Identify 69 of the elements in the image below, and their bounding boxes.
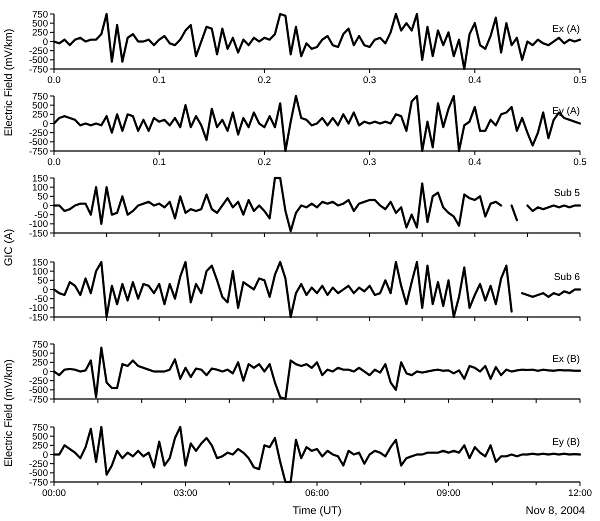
y-tick-label: -750: [28, 64, 48, 76]
x-tick-label: 00:00: [42, 488, 66, 499]
y-tick-label: 100: [32, 266, 48, 278]
x-tick-label: 0.0: [47, 157, 61, 168]
y-tick-label: -250: [28, 46, 48, 57]
x-tick-label: 0.0: [47, 75, 61, 86]
x-tick-label: 0.3: [362, 157, 376, 168]
y-tick-label: 0: [42, 118, 48, 130]
y-tick-label: -500: [28, 468, 48, 480]
y-tick-label: -50: [34, 210, 48, 221]
y-tick-label: -250: [28, 376, 48, 387]
y-tick-label: 150: [32, 173, 48, 184]
y-tick-label: -500: [28, 55, 48, 66]
y-tick-label: -100: [28, 219, 48, 230]
y-axis-title: GIC (A): [3, 228, 15, 266]
x-tick-label: 06:00: [305, 488, 329, 499]
y-tick-label: 250: [32, 440, 48, 452]
y-tick-label: -500: [28, 385, 48, 396]
y-tick-label: -500: [28, 137, 48, 148]
x-tick-label: 0.3: [362, 75, 376, 86]
y-tick-label: 50: [37, 192, 48, 203]
y-tick-label: 500: [32, 431, 48, 442]
y-axis-title: Electric Field (mV/km): [3, 359, 15, 467]
y-tick-label: -750: [28, 477, 48, 488]
series-label: Ex (B): [552, 354, 580, 365]
series-label: Ex (A): [552, 24, 580, 35]
y-tick-label: 250: [32, 358, 48, 369]
y-tick-label: 50: [37, 276, 48, 287]
y-tick-label: 0: [42, 450, 48, 461]
x-tick-label: 09:00: [436, 488, 460, 499]
y-tick-label: 150: [32, 257, 48, 268]
y-axis-title: Electric Field (mV/km): [3, 28, 15, 136]
y-tick-label: 750: [32, 422, 48, 434]
x-tick-label: 0.1: [152, 157, 166, 168]
x-tick-label: 0.4: [468, 157, 482, 168]
y-tick-label: -100: [28, 303, 48, 314]
y-tick-label: 500: [32, 348, 48, 360]
series-label: Sub 6: [554, 272, 580, 283]
y-tick-label: 750: [32, 9, 48, 20]
x-tick-label: 0.1: [152, 75, 166, 86]
x-tick-label: 0.4: [468, 75, 482, 86]
series-label: Sub 5: [554, 188, 580, 199]
y-tick-label: 750: [32, 339, 48, 350]
y-tick-label: 0: [42, 366, 48, 378]
y-tick-label: -50: [34, 294, 48, 305]
text: Nov 8, 2004: [526, 505, 585, 517]
y-tick-label: 750: [32, 91, 48, 102]
y-tick-label: 100: [32, 182, 48, 194]
y-tick-label: 250: [32, 110, 48, 121]
x-tick-label: 0.5: [573, 75, 587, 86]
x-tick-label: 0.5: [573, 157, 587, 168]
x-axis-title: Time (UT): [292, 505, 342, 517]
x-tick-label: 03:00: [174, 488, 198, 499]
y-tick-label: -750: [28, 394, 48, 406]
y-tick-label: -150: [28, 312, 48, 324]
y-tick-label: -250: [28, 128, 48, 139]
x-tick-label: 12:00: [568, 488, 592, 499]
y-tick-label: 250: [32, 28, 48, 39]
series-label: Ey (B): [552, 437, 580, 448]
y-tick-label: 0: [42, 36, 48, 48]
y-tick-label: 0: [42, 200, 48, 212]
y-tick-label: -750: [28, 146, 48, 158]
x-tick-label: 0.2: [258, 75, 272, 86]
y-tick-label: 500: [32, 100, 48, 112]
x-tick-label: 0.2: [258, 157, 272, 168]
y-tick-label: -250: [28, 458, 48, 470]
y-tick-label: 0: [42, 284, 48, 296]
y-tick-label: 500: [32, 18, 48, 30]
y-tick-label: -150: [28, 228, 48, 240]
